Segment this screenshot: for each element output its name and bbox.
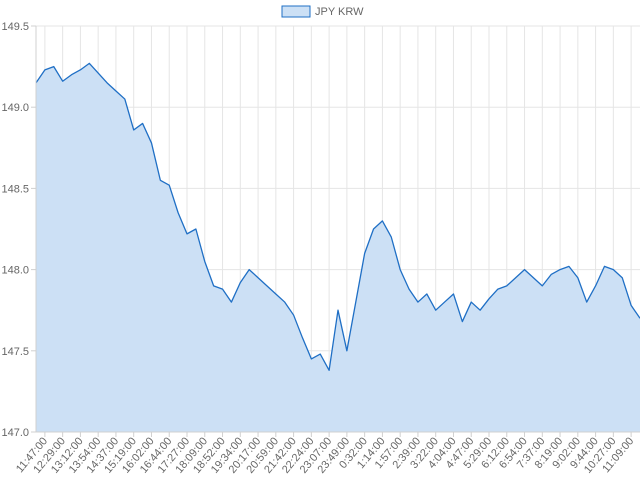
x-tick-labels: 11:47:0012:29:0013:12:0013:54:0014:37:00…	[14, 435, 636, 476]
y-tick-label: 147.0	[1, 427, 29, 439]
y-tick-label: 149.0	[1, 102, 29, 114]
y-tick-label: 147.5	[1, 346, 29, 358]
axes	[31, 25, 640, 437]
series-area	[35, 62, 640, 432]
y-tick-label: 149.5	[1, 21, 29, 33]
legend[interactable]: JPY KRW	[281, 5, 364, 18]
legend-label[interactable]: JPY KRW	[315, 6, 364, 18]
series-line	[35, 62, 640, 371]
legend-swatch[interactable]	[281, 5, 311, 18]
series-fill	[36, 63, 640, 432]
y-tick-label: 148.0	[1, 265, 29, 277]
y-tick-label: 148.5	[1, 183, 29, 195]
y-tick-labels: 147.0 147.5 148.0 148.5 149.0 149.5	[1, 21, 29, 439]
